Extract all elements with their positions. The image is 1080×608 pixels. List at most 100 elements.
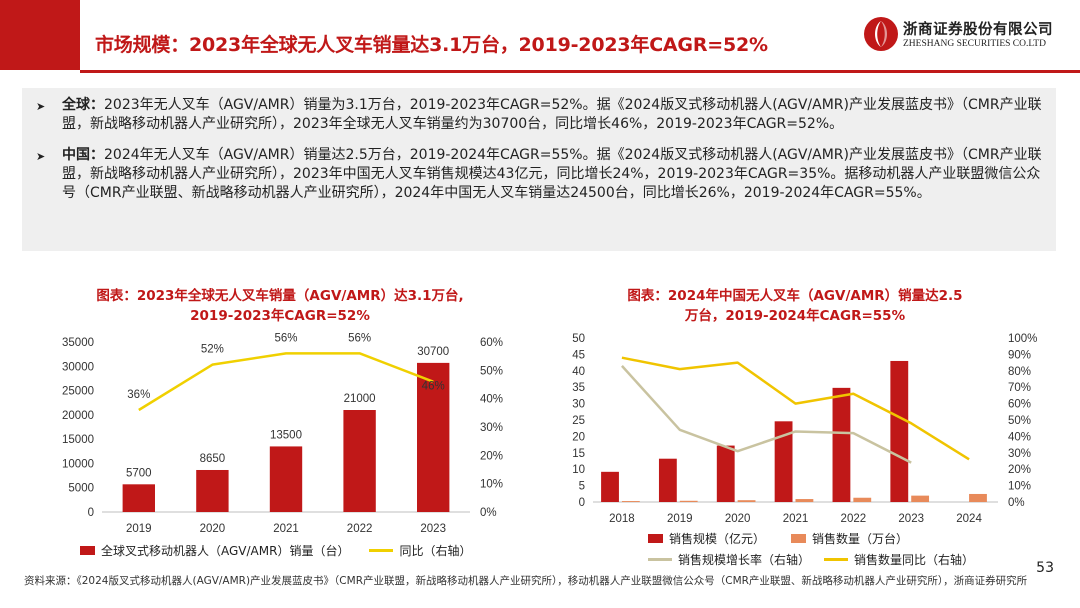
- chart2-title: 图表：2024年中国无人叉车（AGV/AMR）销量达2.5 万台，2019-20…: [627, 288, 963, 324]
- legend-label-units: 销售数量（万台）: [812, 532, 909, 546]
- y-tick-label: 25: [572, 415, 585, 427]
- legend-label-revenue-growth: 销售规模增长率（右轴）: [678, 553, 811, 567]
- legend-swatch-units: [791, 534, 807, 543]
- company-logo: 浙商证券股份有限公司 ZHESHANG SECURITIES CO.LTD: [863, 14, 1068, 56]
- bar-2023: [417, 362, 450, 512]
- page-title: 市场规模：2023年全球无人叉车销量达3.1万台，2019-2023年CAGR=…: [95, 34, 768, 56]
- bar-2022: [853, 497, 872, 502]
- y2-tick-label: 90%: [1008, 349, 1031, 361]
- bar-data-label: 5700: [126, 467, 152, 479]
- y-tick-label: 45: [572, 349, 585, 361]
- chart1-global-sales: 0 5000 10000 15000 20000 25000 30000 35000 0% 10%…: [62, 332, 503, 535]
- legend-label-yoy: 同比（右轴）: [399, 544, 472, 558]
- bullet-arrow-icon: ➤: [36, 150, 46, 163]
- legend-swatch-units-yoy: [824, 558, 849, 561]
- bar-2021: [269, 446, 303, 512]
- source-note: 资料来源：《2024版叉式移动机器人(AGV/AMR)产业发展蓝皮书》（CMR产…: [24, 575, 1028, 587]
- y-tick-label: 10: [572, 464, 585, 476]
- bar-data-label: 30700: [417, 346, 449, 358]
- bar-2022: [832, 387, 851, 502]
- chart1-legend: 全球叉式移动机器人（AGV/AMR）销量（台） 同比（右轴）: [80, 542, 471, 559]
- legend-swatch-revenue: [648, 534, 663, 543]
- x-tick-label: 2022: [347, 523, 373, 535]
- bar-data-label: 21000: [344, 393, 376, 405]
- y-tick-label: 5000: [68, 483, 94, 495]
- y2-tick-label: 50%: [480, 365, 503, 377]
- y2-tick-label: 10%: [1008, 481, 1031, 493]
- bar-2019: [122, 484, 155, 512]
- company-name-cn: 浙商证券股份有限公司: [903, 22, 1053, 38]
- bar-2022: [343, 410, 376, 512]
- y2-tick-label: 20%: [480, 450, 503, 462]
- y2-tick-label: 0%: [480, 507, 497, 519]
- y-tick-label: 15: [572, 448, 585, 460]
- y2-tick-label: 0%: [1008, 497, 1025, 509]
- company-name-en: ZHESHANG SECURITIES CO.LTD: [903, 39, 1046, 49]
- line-data-label: 56%: [348, 332, 371, 344]
- x-tick-label: 2019: [126, 523, 152, 535]
- y2-tick-label: 40%: [480, 394, 503, 406]
- zheshang-logo-icon: [864, 17, 898, 51]
- y2-tick-label: 40%: [1008, 431, 1031, 443]
- x-tick-label: 2020: [200, 523, 226, 535]
- y2-tick-label: 50%: [1008, 415, 1031, 427]
- bar-2020: [716, 445, 735, 502]
- legend-label-units-yoy: 销售数量同比（右轴）: [854, 553, 975, 567]
- y-tick-label: 0: [579, 497, 585, 509]
- x-tick-label: 2021: [273, 523, 299, 535]
- y-tick-label: 0: [88, 507, 94, 519]
- y2-tick-label: 30%: [480, 422, 503, 434]
- x-tick-label: 2019: [667, 513, 693, 525]
- bar-2024: [969, 493, 987, 502]
- y-tick-label: 35: [572, 382, 585, 394]
- bar-2023: [911, 495, 930, 502]
- legend-label-sales: 全球叉式移动机器人（AGV/AMR）销量（台）: [101, 544, 350, 558]
- bar-2019: [679, 500, 698, 502]
- chart2-legend-row2: 销售规模增长率（右轴） 销售数量同比（右轴）: [648, 551, 974, 568]
- y-tick-label: 40: [572, 366, 585, 378]
- summary-bullet-china: ➤ 中国：2024年无人叉车（AGV/AMR）销量达2.5万台，2019-202…: [36, 146, 1042, 203]
- bar-2023: [890, 360, 909, 502]
- x-tick-label: 2020: [725, 513, 751, 525]
- y-tick-label: 25000: [62, 386, 94, 398]
- bullet-lead: 全球：: [62, 97, 104, 113]
- y-tick-label: 10000: [62, 458, 94, 470]
- chart2-legend-row1: 销售规模（亿元） 销售数量（万台）: [648, 530, 908, 547]
- y-tick-label: 20000: [62, 410, 94, 422]
- bar-data-label: 13500: [270, 429, 302, 441]
- bar-2021: [795, 499, 814, 502]
- bar-2020: [196, 469, 229, 512]
- bullet-lead: 中国：: [62, 147, 104, 163]
- x-tick-label: 2022: [841, 513, 867, 525]
- series-line-1: [621, 365, 912, 464]
- legend-label-revenue: 销售规模（亿元）: [669, 532, 766, 546]
- page-number: 53: [1036, 560, 1054, 576]
- bar-2021: [774, 421, 793, 502]
- bar-2020: [737, 500, 756, 502]
- line-data-label: 46%: [422, 381, 445, 393]
- header-accent-block: [0, 0, 80, 70]
- y2-tick-label: 80%: [1008, 366, 1031, 378]
- bullet-text: 2024年无人叉车（AGV/AMR）销量达2.5万台，2019-2024年CAG…: [62, 147, 1042, 201]
- chart2-china-sales: 0 5 10 15 20 25 30 35 40 45 50 0% 10% 20% 30% 40% 50% 60%…: [572, 333, 1037, 525]
- line-data-label: 52%: [201, 344, 224, 356]
- bullet-arrow-icon: ➤: [36, 100, 46, 113]
- y-tick-label: 50: [572, 333, 585, 345]
- bar-2018: [621, 501, 640, 502]
- x-tick-label: 2023: [420, 523, 446, 535]
- x-tick-label: 2023: [898, 513, 924, 525]
- summary-box: ➤ 全球：2023年无人叉车（AGV/AMR）销量为3.1万台，2019-202…: [22, 88, 1056, 251]
- legend-swatch-line: [369, 549, 394, 552]
- y2-tick-label: 70%: [1008, 382, 1031, 394]
- y2-tick-label: 10%: [480, 479, 503, 491]
- y-tick-label: 30: [572, 399, 585, 411]
- bar-data-label: 8650: [200, 453, 226, 465]
- y2-tick-label: 100%: [1008, 333, 1037, 345]
- y-tick-label: 20: [572, 431, 585, 443]
- x-tick-label: 2018: [609, 513, 635, 525]
- legend-swatch-bar: [80, 546, 95, 555]
- header-divider: [80, 70, 1080, 73]
- line-data-label: 36%: [127, 389, 150, 401]
- x-tick-label: 2024: [956, 513, 982, 525]
- y2-tick-label: 60%: [1008, 399, 1031, 411]
